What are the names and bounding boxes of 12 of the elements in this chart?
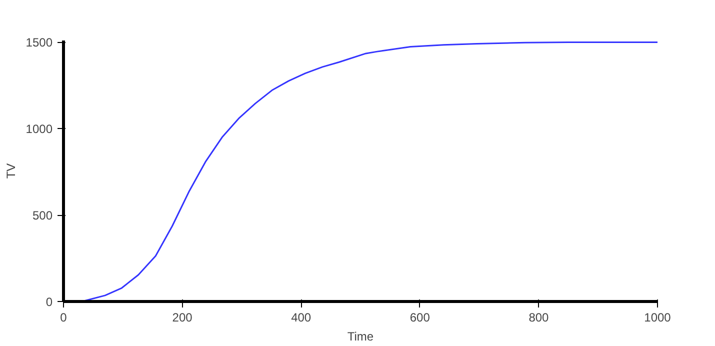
y-tick-label: 1500 (26, 36, 53, 50)
x-tick-label: 0 (60, 310, 68, 324)
x-tick-label: 600 (410, 310, 430, 324)
y-axis-title: TV (4, 163, 18, 179)
y-tick-label: 1000 (26, 122, 53, 136)
x-tick-label: 800 (528, 310, 550, 324)
x-axis-title: Time (347, 330, 374, 344)
x-tick-label: 200 (172, 310, 193, 324)
y-tick-label: 500 (32, 208, 53, 223)
y-tick-label: 0 (46, 295, 53, 309)
x-tick-label: 400 (291, 310, 312, 324)
x-tick-label: 1000 (644, 310, 672, 324)
